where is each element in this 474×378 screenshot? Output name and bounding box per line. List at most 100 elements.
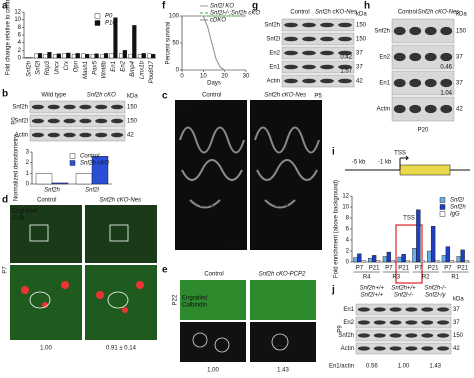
blot-band: [47, 104, 60, 110]
bar: [34, 53, 39, 59]
age-label: P0: [12, 117, 18, 125]
bar: [62, 53, 67, 59]
blot-band: [357, 320, 370, 325]
tss-arrow: [400, 155, 410, 161]
legend-label: Control: [80, 154, 100, 160]
x-tick-label: Opn: [73, 60, 79, 72]
y-tick-label: 0: [346, 260, 350, 266]
size-label: 150: [453, 333, 464, 339]
unit-label: kDa: [453, 297, 464, 303]
micrograph: [250, 100, 322, 250]
legend-swatch: [69, 153, 76, 159]
size-label: 150: [356, 37, 367, 43]
x-tick-label: Snf2l: [36, 60, 42, 74]
blot-band: [440, 78, 453, 88]
column-header: Snf2l-/-: [394, 293, 413, 299]
panel-letter: d: [2, 195, 8, 206]
y-tick-label: 4: [346, 238, 350, 244]
bar: [90, 53, 95, 59]
blot-band: [409, 104, 422, 114]
y-tick-label: 0: [26, 182, 30, 188]
blot-band: [79, 118, 92, 124]
bar: [405, 260, 410, 263]
row-label: Snf2l: [266, 37, 280, 43]
column-header: Control: [202, 93, 221, 99]
blot-band: [405, 307, 418, 312]
y-tick-label: 12: [342, 194, 349, 200]
age-label: P7: [231, 241, 239, 247]
bar: [464, 260, 469, 263]
blot-band: [405, 333, 418, 338]
bar: [85, 53, 90, 59]
bar: [353, 257, 358, 263]
bar: [37, 53, 43, 59]
blot-band: [373, 307, 386, 312]
blot-band: [47, 132, 60, 138]
row-label: Actin: [377, 107, 390, 113]
bar: [103, 53, 109, 59]
row-label: Snf2h: [374, 29, 390, 35]
ratio-label: 0.42: [340, 55, 352, 61]
region-label: DCN: [275, 203, 288, 209]
y-tick-label: 12: [14, 10, 21, 16]
cell-outline: [192, 332, 289, 353]
x-tick-label: Uncx: [55, 60, 61, 75]
column-header: Snf2h cKO-Nes: [99, 198, 141, 204]
panel-letter: j: [331, 285, 335, 296]
bar: [434, 260, 440, 263]
age-label: P20: [418, 128, 429, 134]
x-tick-label: Lmx1b: [139, 60, 145, 79]
row-label: En2: [269, 51, 280, 57]
size-label: 37: [453, 320, 460, 326]
age-label: P22: [173, 294, 179, 305]
blot-band: [284, 36, 298, 42]
blot-strip: [281, 32, 355, 46]
bar: [35, 173, 53, 185]
panel-letter: g: [252, 1, 258, 12]
blot-band: [424, 78, 437, 88]
y-tick-label: 6: [346, 227, 350, 233]
blot-band: [440, 52, 453, 62]
region-label: DCN: [200, 203, 213, 209]
legend-label: Snf2l-/-;Snf2h cKO: [210, 11, 260, 17]
blot-band: [79, 104, 92, 110]
size-label: 150: [127, 105, 138, 111]
row-label: En2: [379, 55, 390, 61]
blot-band: [424, 52, 437, 62]
bar: [75, 53, 80, 59]
row-label: En1: [269, 65, 280, 71]
column-header: Snf2h+/+: [391, 286, 416, 292]
size-label: 37: [356, 65, 363, 71]
size-label: 150: [127, 119, 138, 125]
blot-band: [320, 78, 334, 84]
panel-letter: e: [162, 265, 168, 276]
x-tick-label: En1: [111, 61, 117, 72]
blot-band: [421, 346, 434, 351]
bar: [430, 226, 436, 263]
bar: [382, 256, 388, 263]
bar: [368, 257, 373, 263]
x-tick-label: Bmp4: [130, 60, 136, 76]
x-tick-label: 10: [200, 74, 207, 80]
quant-value: 1.00: [398, 364, 410, 370]
blot-band: [357, 346, 370, 351]
blot-band: [302, 36, 316, 42]
blot-band: [95, 132, 108, 138]
bar: [56, 53, 61, 59]
bar: [119, 53, 124, 59]
legend-swatch: [94, 20, 101, 26]
position-label: -1 kb: [378, 160, 392, 166]
y-axis-label: Normalized densitometry: [14, 135, 20, 201]
blot-band: [373, 333, 386, 338]
blot-band: [63, 118, 76, 124]
row-label: Snf2h: [264, 23, 280, 29]
group-label: R3: [392, 275, 400, 281]
ratio-label: 0.46: [440, 65, 452, 71]
legend-label: Snf2l KO: [210, 4, 234, 10]
position-label: -5 kb: [352, 160, 366, 166]
row-label: Actin: [267, 79, 280, 85]
blot-band: [302, 64, 316, 70]
x-tick-label: Mash1: [83, 61, 89, 79]
quant-value: 1.00: [40, 346, 52, 352]
panel-letter: f: [162, 1, 166, 12]
